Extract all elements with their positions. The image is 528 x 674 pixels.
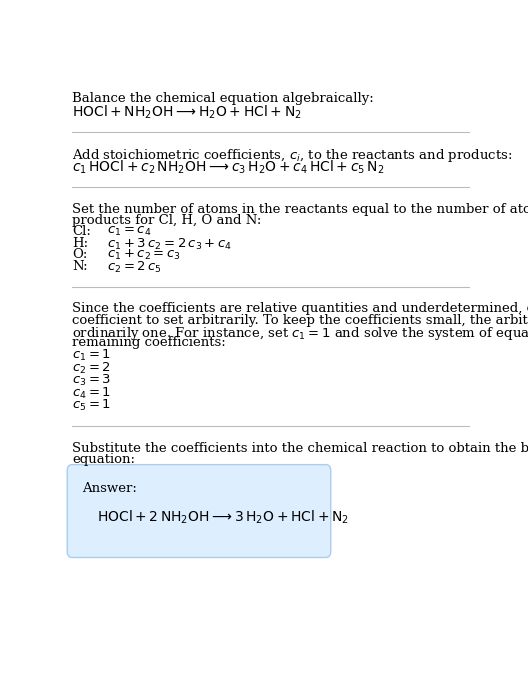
Text: coefficient to set arbitrarily. To keep the coefficients small, the arbitrary va: coefficient to set arbitrarily. To keep …	[72, 313, 528, 327]
Text: $c_1 + c_2 = c_3$: $c_1 + c_2 = c_3$	[107, 248, 181, 262]
Text: $c_1 + 3\,c_2 = 2\,c_3 + c_4$: $c_1 + 3\,c_2 = 2\,c_3 + c_4$	[107, 237, 232, 252]
Text: $c_1\,\mathrm{HOCl} + c_2\,\mathrm{NH_2OH} \longrightarrow c_3\,\mathrm{H_2O} + : $c_1\,\mathrm{HOCl} + c_2\,\mathrm{NH_2O…	[72, 159, 384, 176]
Text: Balance the chemical equation algebraically:: Balance the chemical equation algebraica…	[72, 92, 374, 105]
Text: H:: H:	[72, 237, 88, 250]
Text: equation:: equation:	[72, 453, 135, 466]
Text: Add stoichiometric coefficients, $c_i$, to the reactants and products:: Add stoichiometric coefficients, $c_i$, …	[72, 148, 513, 164]
Text: $c_2 = 2\,c_5$: $c_2 = 2\,c_5$	[107, 259, 162, 275]
FancyBboxPatch shape	[67, 464, 331, 557]
Text: Set the number of atoms in the reactants equal to the number of atoms in the: Set the number of atoms in the reactants…	[72, 202, 528, 216]
Text: Substitute the coefficients into the chemical reaction to obtain the balanced: Substitute the coefficients into the che…	[72, 441, 528, 455]
Text: $c_2 = 2$: $c_2 = 2$	[72, 361, 111, 375]
Text: ordinarily one. For instance, set $c_1 = 1$ and solve the system of equations fo: ordinarily one. For instance, set $c_1 =…	[72, 325, 528, 342]
Text: $c_3 = 3$: $c_3 = 3$	[72, 373, 111, 388]
Text: $\mathrm{HOCl + NH_2OH \longrightarrow H_2O + HCl + N_2}$: $\mathrm{HOCl + NH_2OH \longrightarrow H…	[72, 104, 302, 121]
Text: products for Cl, H, O and N:: products for Cl, H, O and N:	[72, 214, 261, 227]
Text: Since the coefficients are relative quantities and underdetermined, choose a: Since the coefficients are relative quan…	[72, 302, 528, 315]
Text: $c_4 = 1$: $c_4 = 1$	[72, 386, 111, 400]
Text: Cl:: Cl:	[72, 225, 91, 239]
Text: N:: N:	[72, 259, 88, 272]
Text: remaining coefficients:: remaining coefficients:	[72, 336, 226, 349]
Text: $c_1 = 1$: $c_1 = 1$	[72, 348, 111, 363]
Text: $c_1 = c_4$: $c_1 = c_4$	[107, 225, 152, 239]
Text: Answer:: Answer:	[82, 483, 137, 495]
Text: $c_5 = 1$: $c_5 = 1$	[72, 398, 111, 413]
Text: $\mathrm{HOCl + 2\,NH_2OH \longrightarrow 3\,H_2O + HCl + N_2}$: $\mathrm{HOCl + 2\,NH_2OH \longrightarro…	[97, 508, 349, 526]
Text: O:: O:	[72, 248, 88, 262]
